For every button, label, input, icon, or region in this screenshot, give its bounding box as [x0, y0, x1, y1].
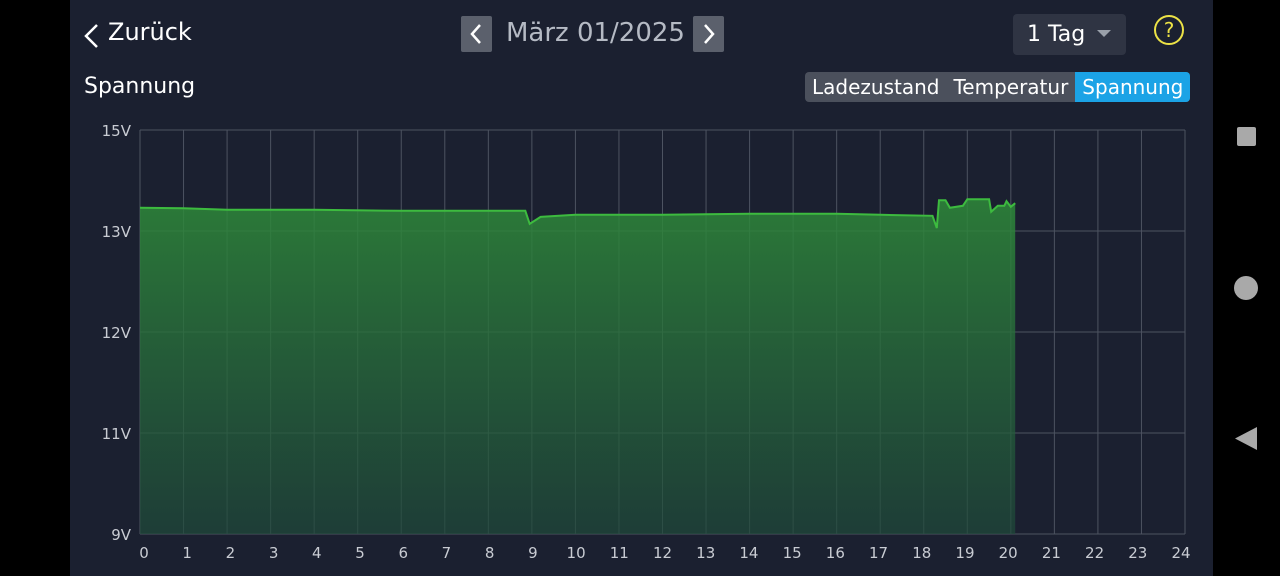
x-tick-label: 8 — [485, 544, 495, 562]
x-tick-label: 3 — [269, 544, 279, 562]
next-button[interactable] — [693, 16, 724, 52]
help-button[interactable]: ? — [1154, 15, 1184, 45]
chart-title: Spannung — [84, 74, 196, 99]
range-label: 1 Tag — [1027, 22, 1086, 47]
tab-active[interactable]: Spannung — [1075, 72, 1191, 102]
x-tick-label: 19 — [955, 544, 974, 562]
x-tick-label: 18 — [912, 544, 931, 562]
tab[interactable]: Ladezustand — [812, 75, 940, 99]
prev-button[interactable] — [461, 16, 492, 52]
x-tick-label: 13 — [696, 544, 715, 562]
x-tick-label: 21 — [1042, 544, 1061, 562]
x-tick-label: 7 — [442, 544, 452, 562]
date-label: März 01/2025 — [506, 18, 685, 48]
x-tick-label: 5 — [355, 544, 365, 562]
x-tick-label: 22 — [1085, 544, 1104, 562]
back-icon[interactable] — [82, 22, 102, 50]
range-dropdown[interactable]: 1 Tag — [1013, 14, 1126, 55]
nav-bar — [1213, 0, 1280, 576]
x-tick-label: 11 — [610, 544, 629, 562]
y-tick-label: 11V — [102, 425, 132, 443]
x-tick-label: 16 — [826, 544, 845, 562]
x-tick-label: 20 — [999, 544, 1018, 562]
x-tick-label: 4 — [312, 544, 322, 562]
area — [140, 199, 1016, 534]
y-tick-label: 15V — [102, 122, 132, 140]
x-tick-label: 24 — [1171, 544, 1190, 562]
x-tick-label: 9 — [528, 544, 538, 562]
y-tick-label: 9V — [111, 526, 132, 544]
x-tick-label: 12 — [653, 544, 672, 562]
x-tick-label: 14 — [739, 544, 758, 562]
tab[interactable]: Temperatur — [953, 75, 1069, 99]
line — [139, 198, 1016, 229]
x-tick-label: 23 — [1128, 544, 1147, 562]
x-tick-label: 6 — [398, 544, 408, 562]
x-tick-label: 2 — [226, 544, 236, 562]
tab-bar: Ladezustand Temperatur Spannung — [805, 72, 1191, 102]
x-tick-label: 1 — [182, 544, 192, 562]
y-tick-label: 13V — [102, 223, 132, 241]
home-button[interactable] — [1234, 276, 1258, 300]
back-button[interactable]: Zurück — [108, 18, 192, 46]
x-tick-label: 0 — [139, 544, 149, 562]
x-tick-label: 10 — [567, 544, 586, 562]
recent-button[interactable] — [1237, 127, 1256, 146]
y-tick-label: 12V — [102, 324, 132, 342]
x-tick-label: 17 — [869, 544, 888, 562]
x-tick-label: 15 — [783, 544, 802, 562]
back-nav-button[interactable] — [1235, 427, 1257, 450]
